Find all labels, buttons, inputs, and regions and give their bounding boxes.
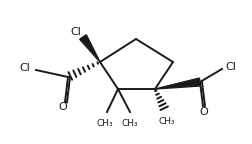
Text: O: O (200, 107, 208, 117)
Text: CH₃: CH₃ (97, 119, 113, 128)
Text: O: O (59, 102, 67, 112)
Text: CH₃: CH₃ (159, 117, 175, 126)
Text: Cl: Cl (20, 63, 30, 73)
Text: CH₃: CH₃ (122, 119, 138, 128)
Polygon shape (155, 78, 201, 89)
Polygon shape (80, 35, 100, 62)
Text: Cl: Cl (225, 62, 236, 72)
Text: Cl: Cl (71, 27, 81, 37)
